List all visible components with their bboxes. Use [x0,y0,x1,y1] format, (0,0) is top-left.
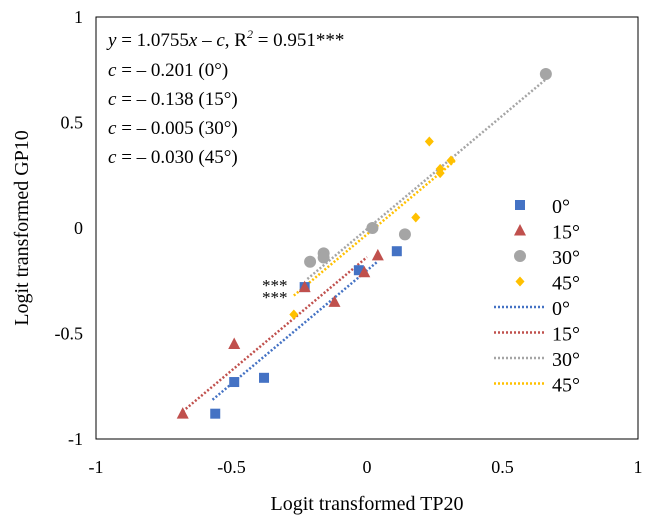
legend-label: 15° [552,222,580,244]
c-line-30: c = – 0.005 (30°) [108,118,238,139]
data-point [328,295,341,307]
data-point [176,407,189,419]
data-point [298,280,311,293]
data-point [229,377,240,388]
regression-annotation: y = 1.0755x – c, R2 = 0.951*** c = – 0.2… [106,27,344,168]
x-tick-label: 0 [363,457,372,477]
legend-label: 0° [552,196,570,218]
data-point [366,222,379,234]
data-point [424,136,434,147]
trendline [181,256,368,413]
x-tick-label: 0.5 [491,457,514,477]
y-axis-title: Logit transformed GP10 [11,130,33,326]
c-line-0: c = – 0.201 (0°) [108,60,228,81]
data-point [317,251,330,264]
data-point [391,246,402,257]
data-point [539,67,552,80]
legend-marker [514,224,526,236]
trendline-layer [181,78,547,413]
legend-label: 30° [552,247,580,269]
y-tick-label: -1 [68,429,83,449]
significance-mark-upper: *** [262,276,288,295]
significance-mark-lower: *** [262,288,288,307]
c-line-45: c = – 0.030 (45°) [108,147,238,168]
legend-label: 0° [552,298,570,320]
data-point [446,155,456,166]
x-tick-label: 1 [634,457,643,477]
plot-frame [95,16,639,440]
x-axis-title: Logit transformed TP20 [271,493,464,515]
data-point [358,265,371,278]
data-point [304,255,317,268]
data-point [398,228,411,241]
data-point [353,265,364,276]
legend-label: 30° [552,349,580,371]
legend-marker [515,276,525,287]
data-point [435,163,445,174]
y-tick-label: 1 [74,7,83,27]
legend: 0° 15° 30° 45° 0° 15° 30° 45° [494,196,580,397]
legend-label: 45° [552,273,580,295]
data-point [289,309,299,320]
trendline [293,158,458,297]
y-tick-label: 0 [74,218,83,238]
data-point-layer [176,67,552,419]
trendline [306,78,547,280]
x-tick-label: -0.5 [217,457,246,477]
c-line-15: c = – 0.138 (15°) [108,89,238,110]
tick-label-layer: -1 -0.5 0 0.5 1 -1 -0.5 0 0.5 1 [55,7,643,477]
data-point [228,337,241,350]
data-point [411,212,421,223]
data-point [210,408,221,419]
data-point [371,248,384,261]
legend-label: 45° [552,375,580,397]
equation-text: y = 1.0755x – c, R2 = 0.951*** [106,27,344,51]
legend-marker [514,250,526,262]
legend-marker [515,200,525,210]
legend-label: 15° [552,324,580,346]
y-tick-label: 0.5 [61,113,84,133]
y-tick-label: -0.5 [55,324,84,344]
data-point [259,372,270,383]
x-tick-label: -1 [89,457,104,477]
